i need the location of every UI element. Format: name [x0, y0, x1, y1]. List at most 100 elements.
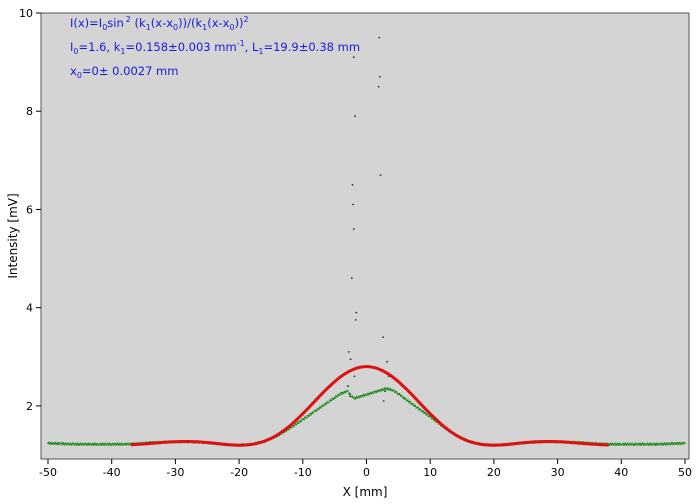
measured-point	[657, 444, 659, 446]
measured-point	[409, 401, 412, 403]
measured-point	[351, 395, 354, 397]
measured-point	[336, 396, 339, 398]
measured-point	[50, 441, 52, 444]
measured-point	[82, 442, 84, 445]
outlier-point	[350, 277, 353, 280]
measured-point	[128, 444, 130, 446]
x-tick-label: 0	[363, 466, 370, 479]
measured-point	[316, 409, 318, 412]
measured-point	[661, 442, 664, 445]
measured-point	[424, 413, 427, 415]
measured-point	[403, 396, 405, 399]
measured-point	[626, 442, 629, 445]
outlier-point	[382, 400, 385, 402]
outlier-point	[353, 375, 356, 378]
measured-point	[317, 408, 320, 411]
measured-point	[67, 442, 70, 445]
measured-point	[370, 393, 373, 395]
measured-point	[298, 422, 300, 424]
measured-point	[647, 443, 649, 445]
measured-point	[310, 412, 313, 415]
measured-point	[634, 442, 637, 445]
measured-point	[424, 411, 426, 414]
x-axis-title: X [mm]	[343, 485, 388, 499]
measured-point	[293, 424, 296, 427]
outlier-point	[379, 174, 382, 177]
measured-point	[368, 393, 371, 395]
measured-point	[614, 442, 617, 445]
measured-point	[417, 406, 419, 409]
measured-point	[72, 442, 75, 445]
measured-point	[612, 442, 614, 445]
measured-point	[344, 392, 347, 394]
measured-point	[399, 394, 402, 396]
measured-point	[86, 444, 88, 447]
measured-point	[121, 442, 124, 445]
measured-point	[635, 444, 638, 446]
measured-point	[359, 396, 361, 398]
measured-point	[419, 408, 422, 411]
measured-point	[641, 442, 644, 445]
y-tick-label: 6	[26, 203, 33, 216]
x-tick-label: -20	[230, 466, 248, 479]
measured-point	[52, 442, 55, 444]
x-tick-label: -30	[166, 466, 184, 479]
measured-point	[305, 416, 308, 419]
plot-area	[40, 12, 690, 460]
measured-point	[677, 442, 680, 445]
measured-point	[79, 442, 82, 445]
measured-point	[104, 442, 107, 445]
measured-point	[295, 424, 298, 426]
measured-point	[325, 402, 328, 405]
measured-point	[625, 444, 628, 447]
measured-point	[639, 443, 642, 445]
outlier-point	[347, 351, 350, 353]
measured-point	[107, 443, 109, 445]
measured-point	[288, 428, 290, 431]
y-axis-title: Intensity [mV]	[6, 193, 20, 278]
measured-point	[330, 399, 333, 402]
outlier-point	[354, 115, 356, 117]
measured-point	[621, 444, 623, 446]
measured-point	[323, 404, 325, 407]
x-tick-label: 30	[551, 466, 565, 479]
y-tick-label: 2	[26, 400, 33, 413]
outlier-point	[379, 75, 381, 78]
measured-point	[386, 388, 388, 391]
measured-point	[83, 443, 86, 446]
measured-point	[57, 441, 59, 444]
measured-point	[684, 442, 686, 445]
measured-point	[405, 398, 407, 400]
measured-point	[120, 444, 123, 446]
measured-point	[649, 442, 651, 445]
x-tick-label: 40	[614, 466, 628, 479]
outlier-point	[349, 395, 351, 397]
measured-point	[682, 443, 684, 445]
measured-point	[88, 444, 91, 446]
measured-point	[51, 443, 54, 445]
outlier-point	[378, 36, 381, 39]
measured-point	[340, 393, 342, 396]
measured-point	[291, 426, 293, 429]
measured-point	[379, 388, 381, 391]
measured-point	[375, 391, 378, 393]
measured-point	[320, 406, 323, 409]
measured-point	[393, 389, 395, 391]
measured-point	[110, 444, 113, 446]
measured-point	[384, 387, 387, 389]
measured-point	[125, 444, 128, 446]
measured-point	[100, 443, 102, 445]
measured-point	[676, 442, 679, 444]
outlier-point	[354, 319, 357, 321]
measured-point	[75, 442, 77, 445]
measured-point	[659, 442, 661, 445]
measured-point	[78, 444, 80, 447]
measured-point	[96, 442, 99, 445]
measured-point	[87, 442, 89, 445]
x-tick-label: 50	[678, 466, 692, 479]
measured-point	[338, 394, 341, 396]
measured-point	[422, 410, 425, 413]
measured-point	[303, 418, 305, 421]
measured-point	[126, 442, 129, 445]
measured-point	[89, 442, 92, 445]
